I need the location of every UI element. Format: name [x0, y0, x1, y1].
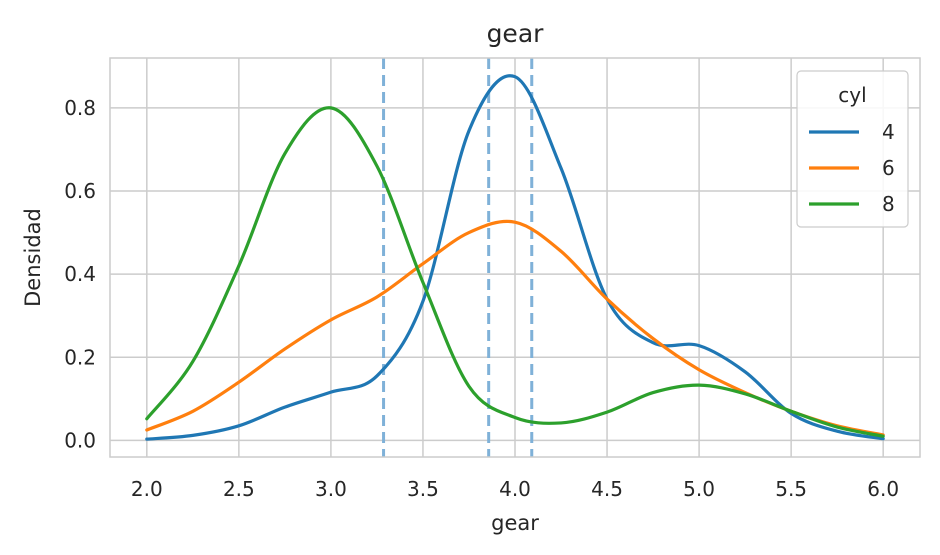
y-axis-label: Densidad	[21, 208, 45, 307]
y-tick-label: 0.0	[64, 428, 96, 452]
series-line-8	[145, 106, 885, 438]
x-tick-label: 4.0	[499, 477, 531, 501]
mean-lines	[382, 58, 534, 457]
x-axis-label: gear	[491, 511, 539, 535]
x-tick-label: 2.0	[131, 477, 163, 501]
legend-label: 8	[882, 192, 895, 216]
x-tick-label: 4.5	[591, 477, 623, 501]
x-tick-label: 3.5	[407, 477, 439, 501]
legend-label: 6	[882, 156, 895, 180]
y-tick-label: 0.4	[64, 262, 96, 286]
y-tick-label: 0.2	[64, 345, 96, 369]
legend-title: cyl	[838, 83, 866, 107]
x-tick-label: 3.0	[315, 477, 347, 501]
legend-box	[796, 70, 909, 228]
legend-items: 4 6 8	[809, 120, 895, 216]
x-tick-label: 5.5	[775, 477, 807, 501]
legend: cyl 4 6 8	[796, 70, 909, 228]
y-tick-label: 0.8	[64, 96, 96, 120]
x-tick-label: 5.0	[683, 477, 715, 501]
series-line-4	[145, 74, 885, 441]
tick-labels: 2.0 2.5 3.0 3.5 4.0 4.5 5.0 5.5 6.0 0.0 0.2 0.4 0.6 0…	[64, 96, 899, 501]
grid-layer	[110, 58, 920, 457]
series-layer	[145, 74, 885, 441]
legend-label: 4	[882, 120, 895, 144]
x-tick-label: 2.5	[223, 477, 255, 501]
plot-frame	[109, 57, 921, 458]
x-tick-label: 6.0	[867, 477, 899, 501]
y-tick-label: 0.6	[64, 179, 96, 203]
chart-title: gear	[487, 19, 545, 48]
